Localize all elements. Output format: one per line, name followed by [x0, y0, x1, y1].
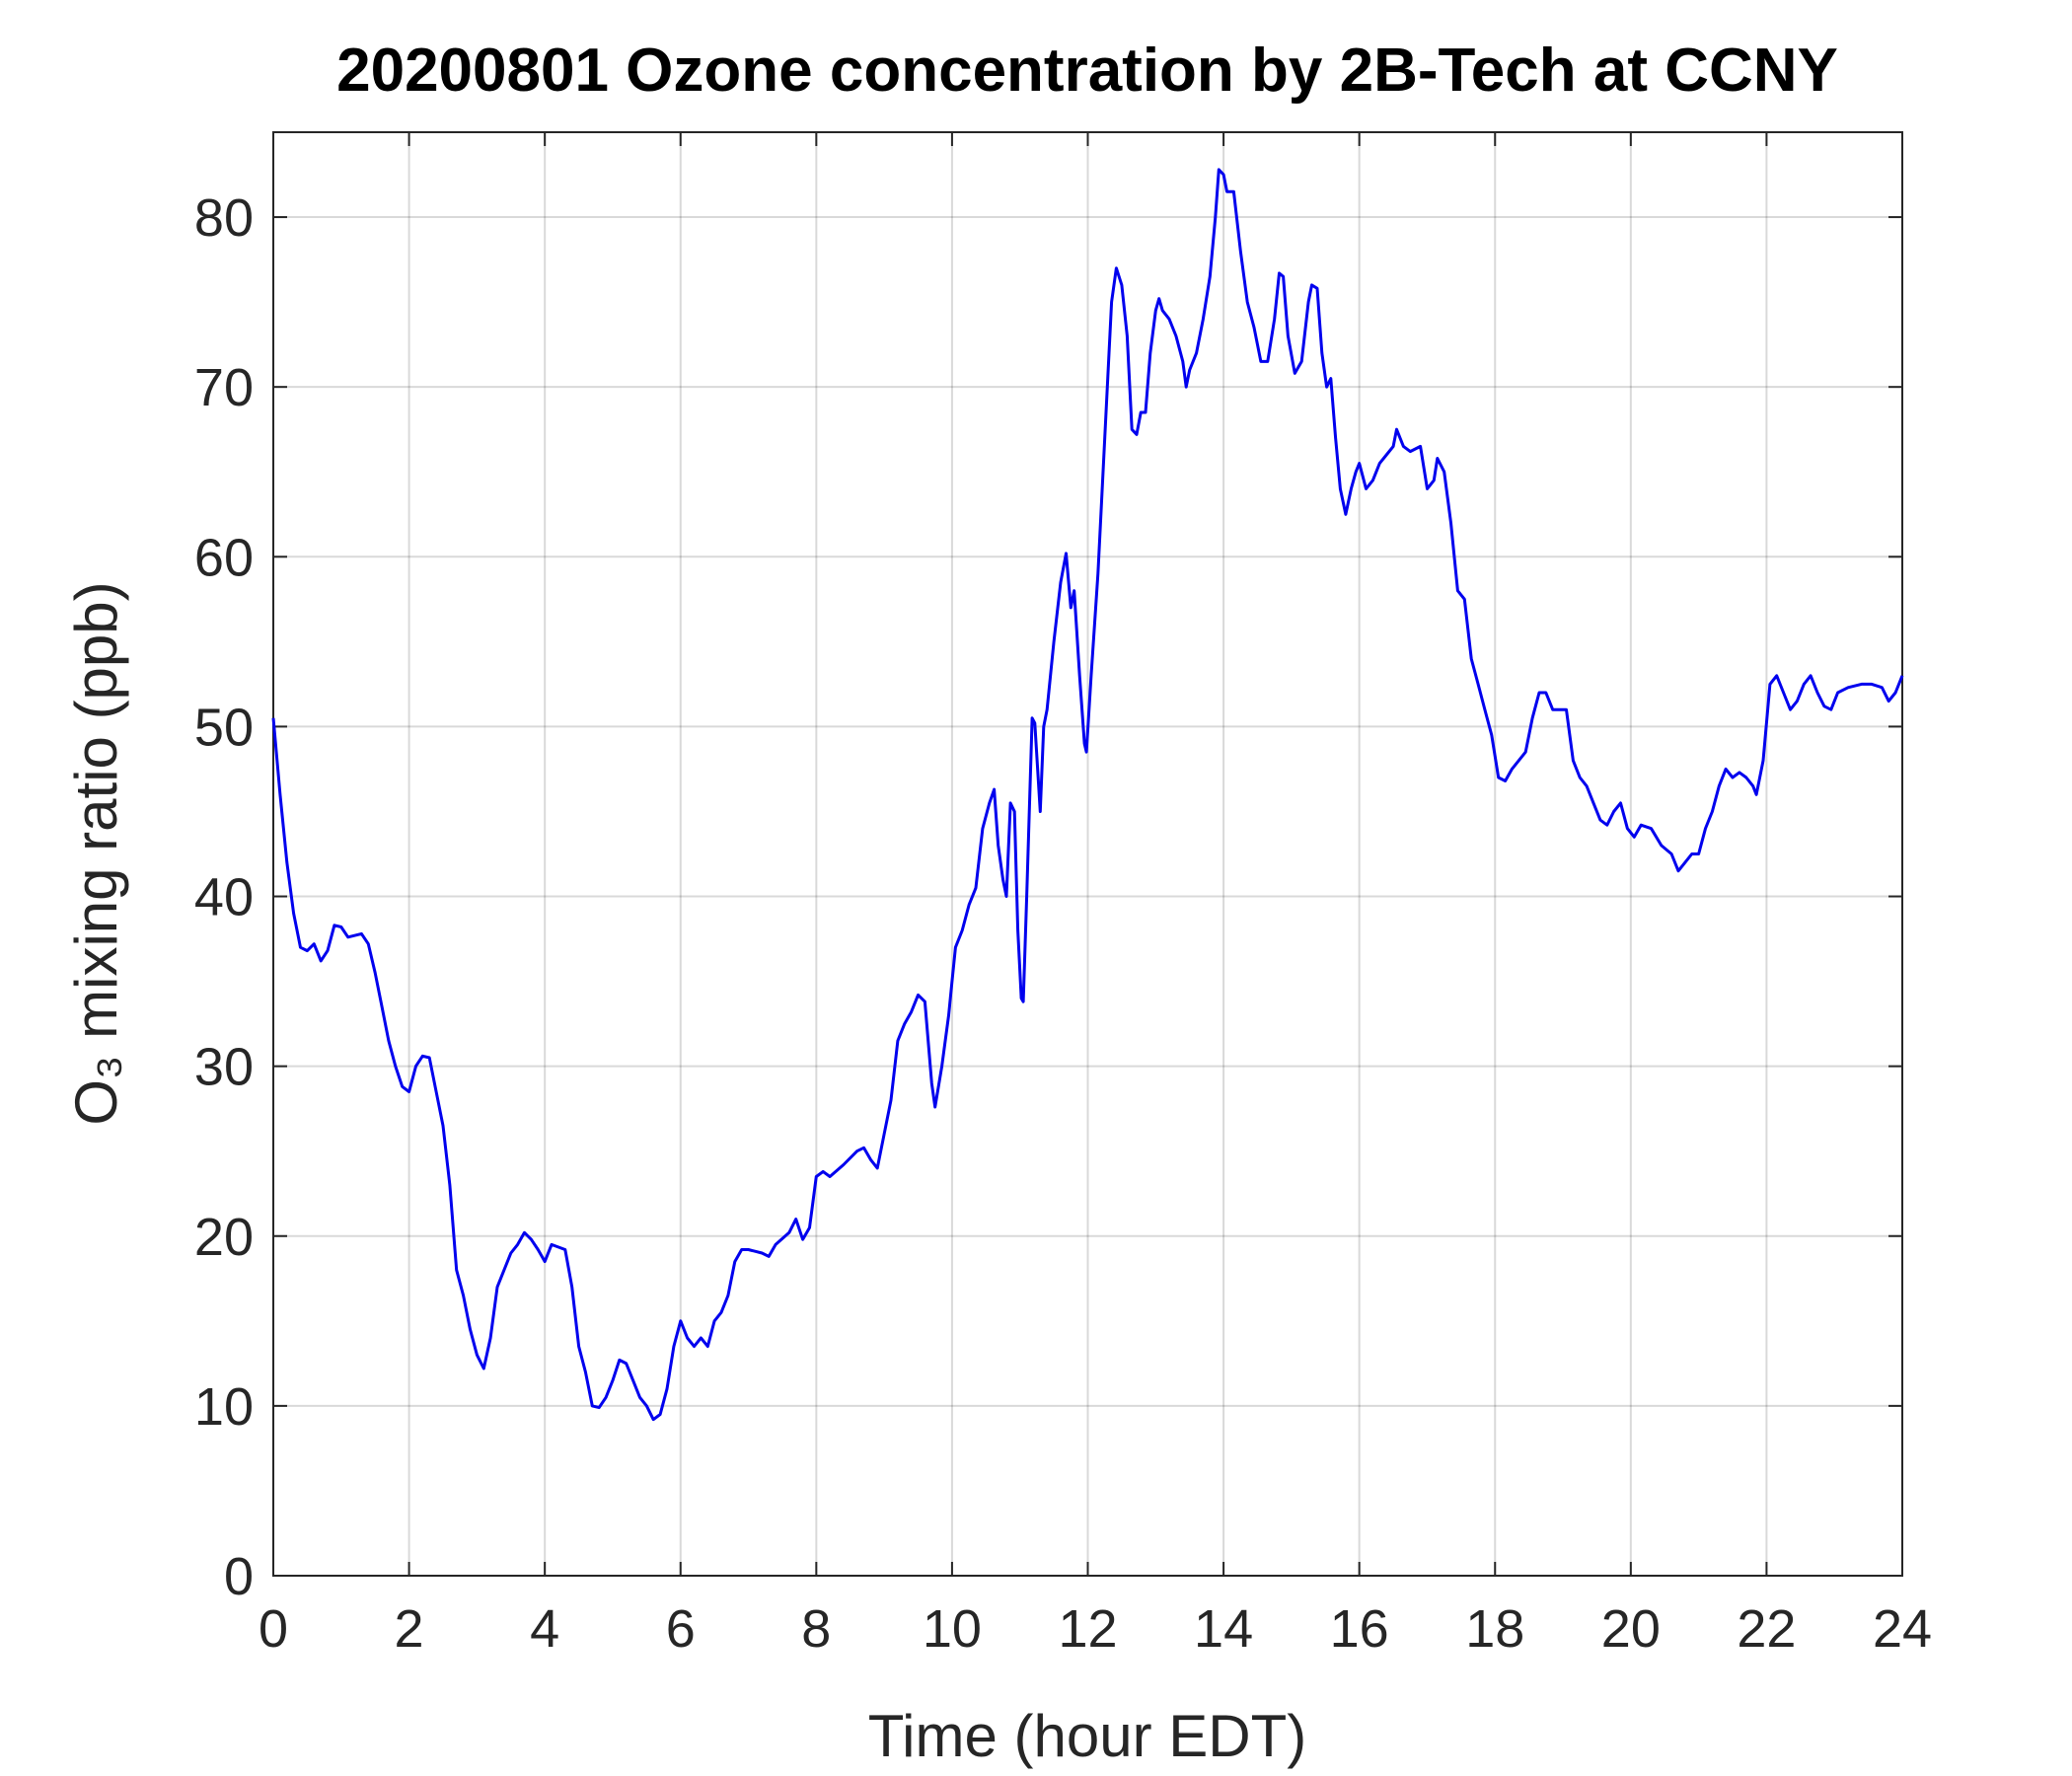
x-tick-label: 0 — [259, 1599, 288, 1659]
y-tick-label: 80 — [194, 188, 254, 248]
x-tick-label: 8 — [801, 1599, 831, 1659]
x-tick-label: 10 — [923, 1599, 982, 1659]
data-line — [271, 168, 1904, 1422]
y-axis-label: O₃ mixing ratio (ppb) — [63, 581, 129, 1125]
plot-frame — [272, 131, 1903, 1577]
y-tick-label: 20 — [194, 1208, 254, 1267]
x-tick-label: 12 — [1058, 1599, 1117, 1659]
x-tick-label: 2 — [395, 1599, 424, 1659]
y-tick-label: 40 — [194, 868, 254, 927]
x-tick-label: 22 — [1737, 1599, 1796, 1659]
y-tick-label: 10 — [194, 1377, 254, 1437]
y-tick-label: 70 — [194, 358, 254, 417]
y-tick-label: 30 — [194, 1038, 254, 1097]
x-tick-label: 16 — [1330, 1599, 1389, 1659]
x-tick-label: 20 — [1601, 1599, 1661, 1659]
x-tick-label: 4 — [530, 1599, 559, 1659]
y-tick-label: 60 — [194, 528, 254, 587]
x-tick-label: 14 — [1194, 1599, 1253, 1659]
chart-title: 20200801 Ozone concentration by 2B-Tech … — [336, 37, 1838, 105]
x-tick-label: 6 — [666, 1599, 696, 1659]
x-tick-label: 18 — [1465, 1599, 1524, 1659]
y-tick-label: 0 — [224, 1547, 254, 1606]
x-tick-label: 24 — [1873, 1599, 1932, 1659]
x-axis-label: Time (hour EDT) — [868, 1703, 1307, 1769]
y-tick-label: 50 — [194, 698, 254, 757]
